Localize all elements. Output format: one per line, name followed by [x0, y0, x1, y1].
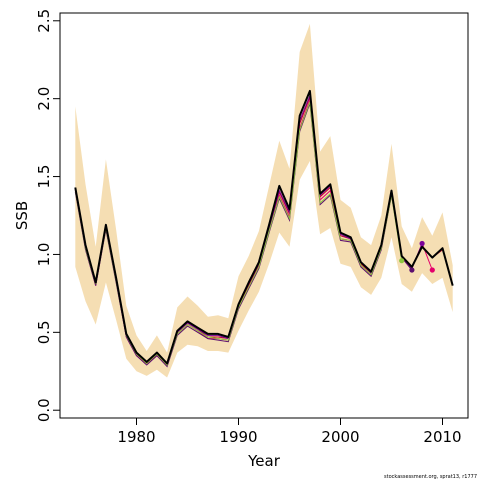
- x-axis: 1980 1990 2000 2010: [117, 418, 462, 446]
- y-tick-label: 2.5: [35, 9, 53, 33]
- y-tick-label: 1.5: [35, 165, 53, 189]
- x-tick-label: 2010: [423, 428, 461, 446]
- final-ssb-line: [74, 89, 454, 365]
- y-axis-title: SSB: [13, 201, 31, 230]
- retro-line-4: [74, 103, 413, 368]
- retro-endpoint-4: [429, 267, 435, 273]
- plot-frame: [59, 12, 469, 419]
- y-axis: 0.0 0.5 1.0 1.5 2.0 2.5: [35, 9, 60, 422]
- y-tick-label: 2.0: [35, 87, 53, 111]
- y-tick-label: 0.5: [35, 320, 53, 344]
- x-tick-label: 1980: [117, 428, 155, 446]
- retro-endpoint-1: [399, 258, 405, 264]
- y-tick-label: 1.0: [35, 243, 53, 267]
- confidence-band: [75, 23, 453, 378]
- retro-endpoint-3: [419, 240, 425, 247]
- y-tick-label: 0.0: [35, 398, 53, 422]
- retro-endpoint-2: [409, 267, 415, 273]
- x-tick-label: 2000: [321, 428, 359, 446]
- credit-text: stockassessment.org, sprat13, r1777: [384, 474, 477, 480]
- x-axis-title: Year: [247, 452, 281, 470]
- x-tick-label: 1990: [219, 428, 257, 446]
- plot-area: [74, 23, 454, 378]
